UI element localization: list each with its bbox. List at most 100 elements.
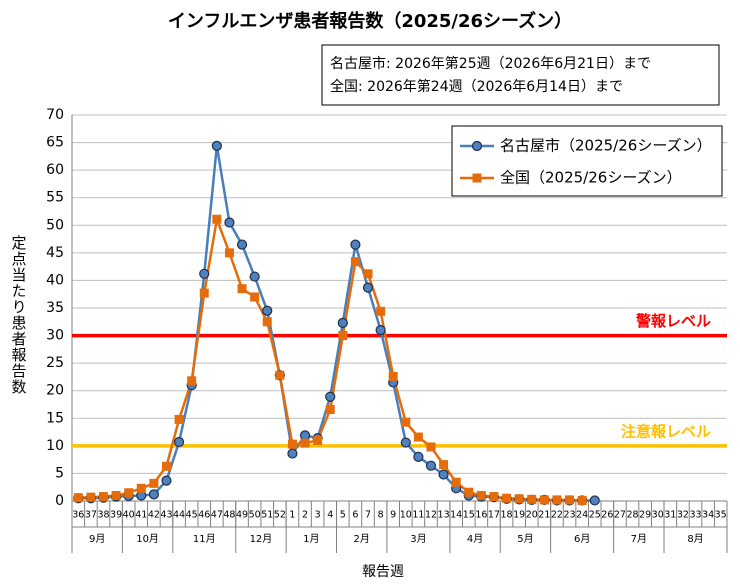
point — [325, 391, 336, 402]
month-label: 6月 — [574, 533, 590, 545]
note-line: 名古屋市: 2026年第25週（2026年6月21日）まで — [330, 55, 651, 72]
x-tick-label: 2 — [302, 510, 308, 521]
y-tick-label: 25 — [46, 355, 64, 371]
x-tick-label: 52 — [274, 510, 286, 521]
month-label: 1月 — [303, 533, 319, 545]
month-label: 10月 — [136, 533, 159, 545]
x-tick-label: 10 — [400, 510, 412, 521]
x-tick-label: 32 — [677, 510, 689, 521]
y-tick-label: 55 — [46, 190, 64, 206]
point — [173, 436, 185, 448]
x-tick-label: 37 — [85, 510, 97, 521]
point — [425, 460, 437, 471]
point — [451, 477, 461, 487]
x-tick-label: 46 — [198, 510, 210, 521]
point — [401, 417, 411, 427]
y-tick-label: 30 — [46, 328, 64, 344]
point — [98, 492, 108, 502]
x-tick-label: 13 — [438, 510, 450, 521]
x-tick-label: 45 — [186, 510, 198, 521]
point — [527, 494, 537, 504]
x-tick-label: 49 — [236, 510, 248, 521]
x-tick-label: 35 — [715, 510, 727, 521]
point — [376, 306, 386, 316]
legend-box — [451, 125, 723, 197]
x-tick-label: 22 — [551, 510, 563, 521]
x-tick-label: 7 — [365, 510, 371, 521]
point — [287, 439, 297, 449]
y-tick-label: 70 — [46, 107, 64, 123]
x-tick-label: 9 — [390, 510, 396, 521]
x-tick-label: 19 — [513, 510, 525, 521]
x-tick-label: 20 — [526, 510, 538, 521]
point — [471, 140, 483, 152]
legend-label: 全国（2025/26シーズン） — [500, 169, 682, 187]
y-tick-label: 5 — [55, 465, 64, 481]
x-tick-label: 11 — [412, 510, 424, 521]
point — [224, 217, 235, 228]
point — [199, 288, 209, 298]
month-label: 2月 — [354, 533, 370, 545]
point — [589, 495, 600, 506]
point — [250, 292, 260, 302]
month-label: 5月 — [517, 533, 533, 545]
point — [350, 239, 361, 250]
x-tick-label: 41 — [135, 510, 147, 521]
month-label: 11月 — [193, 533, 216, 545]
point — [187, 376, 197, 386]
x-tick-label: 16 — [475, 510, 487, 521]
point — [149, 478, 159, 488]
month-label: 12月 — [250, 533, 273, 545]
point — [413, 451, 424, 462]
point — [86, 492, 96, 502]
note-box — [321, 44, 720, 106]
x-tick-label: 24 — [576, 510, 588, 521]
x-tick-label: 26 — [601, 510, 613, 521]
point — [161, 461, 171, 471]
point — [262, 317, 272, 327]
x-tick-label: 40 — [123, 510, 135, 521]
point — [565, 495, 575, 505]
point — [350, 257, 360, 267]
month-label: 4月 — [467, 533, 483, 545]
point — [249, 271, 260, 282]
x-tick-label: 14 — [450, 510, 462, 521]
point — [438, 469, 449, 480]
y-tick-label: 50 — [46, 217, 64, 233]
point — [73, 493, 83, 503]
x-tick-label: 44 — [173, 510, 185, 521]
y-tick-label: 65 — [46, 135, 64, 151]
point — [439, 460, 449, 470]
point — [388, 371, 398, 381]
point — [262, 305, 273, 316]
x-tick-label: 48 — [223, 510, 235, 521]
x-tick-label: 51 — [261, 510, 273, 521]
x-tick-label: 38 — [97, 510, 109, 521]
x-tick-label: 5 — [340, 510, 346, 521]
chart-title: インフルエンザ患者報告数（2025/26シーズン） — [168, 10, 572, 32]
y-tick-label: 15 — [46, 410, 64, 426]
x-axis-label: 報告週 — [362, 564, 404, 580]
x-tick-label: 31 — [664, 510, 676, 521]
y-tick-label: 10 — [46, 438, 64, 454]
threshold-label: 注意報レベル — [621, 422, 711, 440]
y-tick-label: 35 — [46, 300, 64, 316]
month-label: 3月 — [410, 533, 426, 545]
x-tick-label: 4 — [327, 510, 333, 521]
point — [539, 495, 549, 505]
point — [212, 214, 222, 224]
x-tick-label: 30 — [652, 510, 664, 521]
x-tick-label: 8 — [378, 510, 384, 521]
y-axis-label: 定点当たり患者報告数 — [10, 235, 28, 395]
point — [237, 284, 247, 294]
x-tick-label: 28 — [626, 510, 638, 521]
threshold-label: 警報レベル — [635, 312, 711, 330]
month-label: 8月 — [687, 533, 703, 545]
point — [552, 495, 562, 505]
month-label: 9月 — [89, 533, 105, 545]
point — [111, 490, 121, 500]
x-tick-label: 27 — [614, 510, 626, 521]
point — [464, 487, 474, 497]
y-tick-label: 0 — [55, 493, 64, 509]
